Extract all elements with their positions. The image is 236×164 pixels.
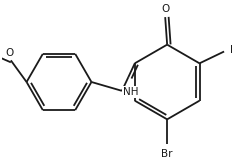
Text: I: I bbox=[230, 45, 233, 55]
Text: NH: NH bbox=[123, 87, 139, 97]
Text: O: O bbox=[161, 4, 169, 14]
Text: Br: Br bbox=[161, 149, 173, 159]
Text: O: O bbox=[6, 48, 14, 58]
